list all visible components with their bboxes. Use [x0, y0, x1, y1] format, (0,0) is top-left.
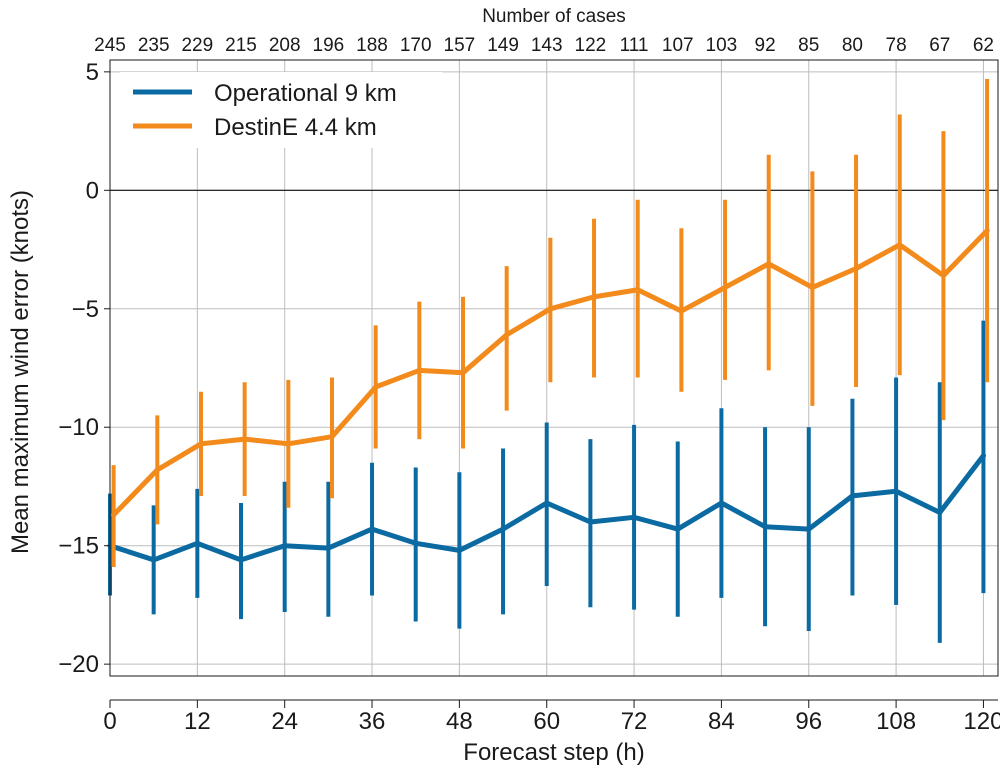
data-point — [460, 370, 466, 376]
data-point — [718, 500, 724, 506]
case-count-label: 208 — [269, 35, 301, 56]
data-point — [587, 519, 593, 525]
data-point — [329, 434, 335, 440]
case-count-label: 111 — [620, 35, 649, 56]
case-count-label: 149 — [487, 35, 519, 56]
data-point — [809, 284, 815, 290]
y-tick-label: 5 — [86, 59, 99, 86]
data-point — [373, 384, 379, 390]
x-tick-label: 24 — [271, 708, 298, 735]
y-tick-label: 0 — [86, 177, 99, 204]
x-tick-label: 108 — [876, 708, 916, 735]
case-count-label: 78 — [886, 35, 907, 56]
data-point — [544, 500, 550, 506]
case-count-label: 85 — [798, 35, 819, 56]
case-count-label: 107 — [662, 35, 694, 56]
data-point — [853, 265, 859, 271]
data-point — [940, 273, 946, 279]
x-tick-label: 36 — [359, 708, 386, 735]
data-point — [937, 510, 943, 516]
x-tick-label: 84 — [708, 708, 735, 735]
data-point — [849, 493, 855, 499]
data-point — [416, 367, 422, 373]
case-count-label: 103 — [706, 35, 738, 56]
data-point — [984, 228, 990, 234]
data-point — [456, 547, 462, 553]
case-count-label: 80 — [842, 35, 863, 56]
y-axis-title: Mean maximum wind error (knots) — [7, 190, 34, 554]
data-point — [766, 261, 772, 267]
data-point — [151, 557, 157, 563]
legend-label-operational: Operational 9 km — [214, 80, 397, 107]
data-point — [111, 512, 117, 518]
legend-label-destine: DestinE 4.4 km — [214, 114, 377, 141]
data-point — [500, 526, 506, 532]
series-0 — [107, 320, 986, 643]
data-point — [194, 540, 200, 546]
grid — [109, 60, 998, 676]
x-tick-label: 96 — [795, 708, 822, 735]
case-count-label: 196 — [313, 35, 345, 56]
data-point — [762, 524, 768, 530]
data-point — [198, 441, 204, 447]
x-axis-title: Forecast step (h) — [463, 739, 644, 766]
x-tick-label: 60 — [533, 708, 560, 735]
case-count-label: 157 — [444, 35, 476, 56]
x-tick-label: 12 — [184, 708, 211, 735]
case-count-label: 92 — [755, 35, 776, 56]
y-tick-label: −5 — [72, 296, 99, 323]
data-point — [897, 242, 903, 248]
x-tick-label: 48 — [446, 708, 473, 735]
plot-frame — [109, 59, 999, 677]
data-point — [325, 545, 331, 551]
case-count-label: 215 — [225, 35, 257, 56]
case-count-label: 245 — [94, 35, 126, 56]
data-point — [285, 441, 291, 447]
x-tick-label: 120 — [963, 708, 1000, 735]
data-point — [154, 467, 160, 473]
case-count-label: 188 — [356, 35, 388, 56]
data-point — [242, 436, 248, 442]
series-layer — [107, 78, 990, 643]
data-point — [282, 543, 288, 549]
data-point — [675, 526, 681, 532]
x-tick-label: 0 — [103, 708, 116, 735]
case-count-label: 62 — [973, 35, 994, 56]
data-point — [635, 287, 641, 293]
case-count-label: 143 — [531, 35, 563, 56]
data-point — [504, 332, 510, 338]
data-point — [893, 488, 899, 494]
top-axis-title: Number of cases — [482, 6, 626, 27]
data-point — [413, 540, 419, 546]
data-point — [369, 526, 375, 532]
series-1 — [111, 78, 990, 568]
top-axis: 245 235 229 215 208 196 188 170 157 149 143 122 111 1… — [94, 35, 994, 56]
case-count-label: 122 — [575, 35, 607, 56]
y-tick-label: −20 — [58, 651, 99, 678]
case-count-label: 170 — [400, 35, 432, 56]
case-count-label: 67 — [929, 35, 950, 56]
data-point — [631, 514, 637, 520]
legend: Operational 9 km DestinE 4.4 km — [120, 72, 442, 148]
data-point — [238, 557, 244, 563]
data-point — [806, 526, 812, 532]
data-point — [547, 306, 553, 312]
y-tick-label: −15 — [58, 533, 99, 560]
case-count-label: 235 — [138, 35, 170, 56]
y-axis: 5 0 −5 −10 −15 −20 — [58, 59, 110, 678]
x-tick-label: 72 — [621, 708, 648, 735]
x-axis: 0 12 24 36 48 60 72 84 96 108 120 — [103, 699, 1000, 735]
data-point — [722, 284, 728, 290]
legend-box — [120, 72, 442, 148]
case-count-label: 229 — [181, 35, 213, 56]
data-point — [591, 294, 597, 300]
data-point — [678, 308, 684, 314]
data-point — [980, 453, 986, 459]
y-tick-label: −10 — [58, 414, 99, 441]
